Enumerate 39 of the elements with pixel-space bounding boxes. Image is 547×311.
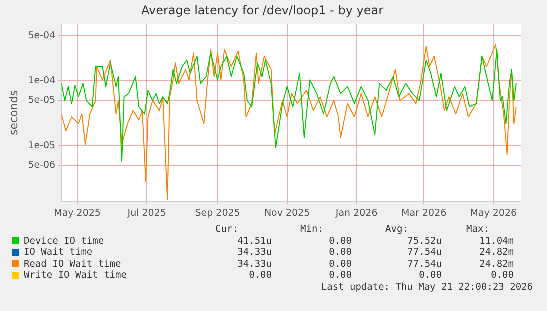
y-tick-label: 1e-04	[28, 76, 56, 87]
y-tick-label: 5e-04	[28, 30, 56, 42]
text: 11.04m	[478, 236, 514, 247]
text: 77.54u	[406, 258, 442, 270]
text: Avg:	[384, 224, 410, 236]
text: 0.00	[418, 270, 442, 282]
y-tick-label: 5e-05	[28, 95, 56, 106]
text: 34.33u	[236, 247, 272, 258]
text: 0.00	[328, 258, 352, 270]
text: 0.00	[490, 270, 514, 282]
text: 34.33u	[236, 258, 272, 270]
text: Max:	[466, 224, 490, 236]
text: Min:	[300, 224, 324, 236]
text: 0.00	[248, 270, 272, 282]
text: 0.00	[328, 247, 352, 258]
x-tick-label: Mar 2026	[402, 208, 447, 219]
x-tick-label: Sep 2025	[195, 208, 240, 219]
text: 24.82m	[478, 247, 514, 258]
x-tick-label: Jul 2025	[126, 208, 166, 219]
x-tick-label: May 2025	[54, 208, 101, 219]
text: 0.00	[328, 236, 352, 247]
y-tick-label: 5e-06	[28, 160, 56, 172]
text: 24.82m	[478, 258, 514, 270]
chart-title: Average latency for /dev/loop1 - by year	[141, 3, 384, 18]
y-tick-label: 1e-05	[28, 140, 56, 152]
text: Last update: Thu May 21 22:00:23 2026	[321, 282, 533, 293]
legend-label: Write IO Wait time	[24, 270, 127, 281]
x-tick-label: Jan 2026	[334, 208, 378, 219]
text: 75.52u	[406, 236, 442, 247]
legend-label: IO Wait time	[24, 247, 93, 258]
text: 0.00	[328, 270, 352, 282]
legend-label: Device IO time	[24, 236, 104, 246]
x-tick-label: May 2026	[470, 208, 518, 219]
y-axis-title: seconds	[7, 90, 20, 136]
text: 41.51u	[236, 236, 272, 247]
text: Cur:	[214, 224, 240, 236]
x-tick-label: Nov 2025	[264, 208, 310, 219]
text: 77.54u	[406, 247, 442, 258]
legend-label: Read IO Wait time	[24, 258, 122, 270]
